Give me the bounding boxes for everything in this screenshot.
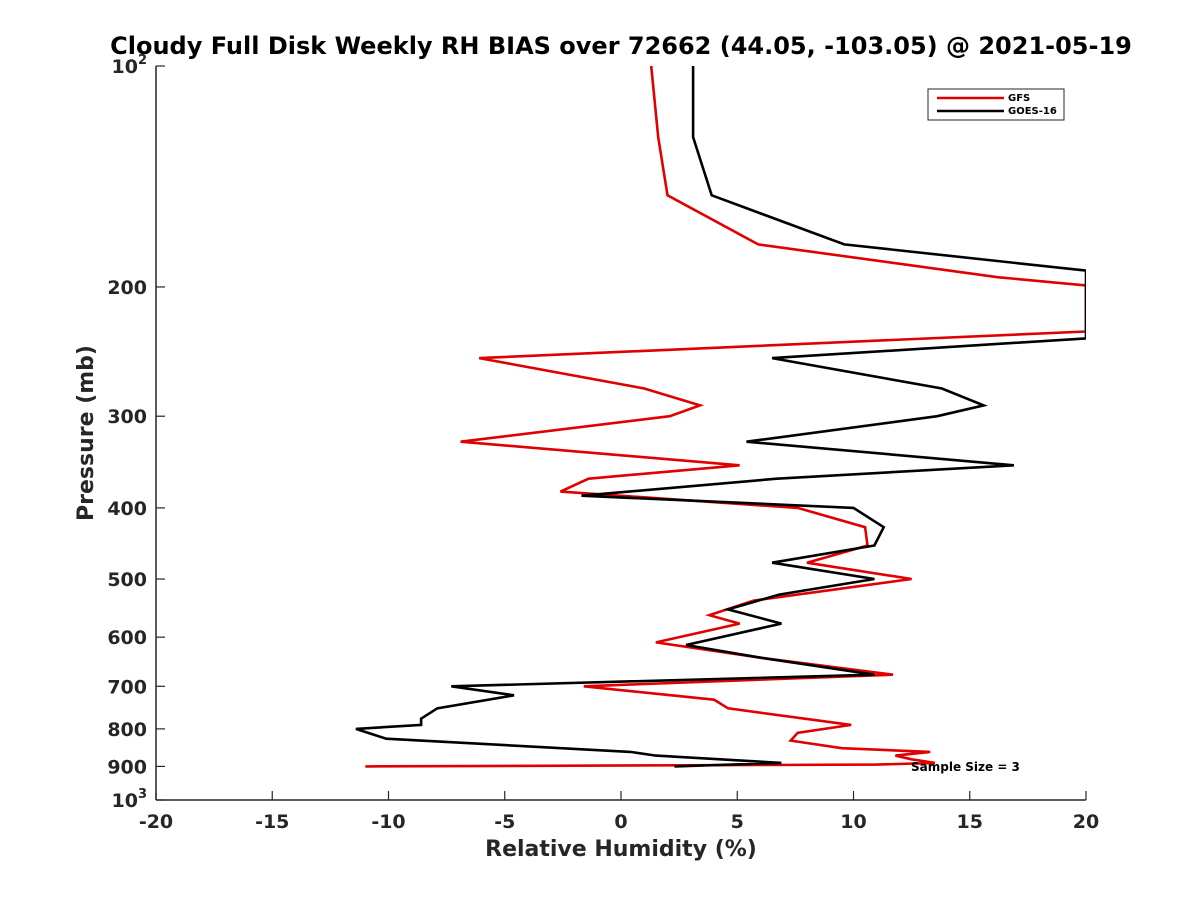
- series-line-goes16: [355, 66, 1086, 768]
- x-tick-label: 10: [840, 811, 866, 833]
- y-ticks: 102 200 300 400 500 600 700 800 900 103: [107, 53, 165, 812]
- y-tick-label: 103: [112, 787, 148, 812]
- x-tick-label: 20: [1073, 811, 1099, 833]
- x-tick-label: 0: [614, 811, 627, 833]
- y-tick-label: 400: [107, 498, 147, 520]
- x-axis-label: Relative Humidity (%): [485, 837, 757, 862]
- y-tick-label: 102: [112, 53, 148, 78]
- y-axis-label: Pressure (mb): [74, 345, 99, 521]
- x-tick-label: 5: [731, 811, 744, 833]
- legend-box: [927, 88, 1065, 121]
- y-tick-label: 600: [107, 627, 147, 649]
- x-tick-label: 15: [957, 811, 983, 833]
- y-tick-label: 300: [107, 406, 147, 428]
- x-tick-label: -15: [255, 811, 289, 833]
- x-ticks: -20 -15 -10 -5 0 5 10 15 20: [139, 791, 1099, 833]
- y-tick-label: 500: [107, 569, 147, 591]
- chart-title: Cloudy Full Disk Weekly RH BIAS over 726…: [110, 32, 1132, 60]
- x-tick-label: -10: [371, 811, 405, 833]
- legend: GFS GOES-16: [927, 88, 1065, 121]
- legend-label-goes16: GOES-16: [1008, 106, 1057, 117]
- series-layer: [355, 66, 1086, 768]
- y-tick-label: 700: [107, 676, 147, 698]
- x-tick-label: -20: [139, 811, 173, 833]
- legend-label-gfs: GFS: [1008, 93, 1030, 104]
- plot-area: -20 -15 -10 -5 0 5 10 15 20 102 200 300 400 500 600 70…: [107, 53, 1099, 833]
- y-tick-label: 900: [107, 756, 147, 778]
- y-tick-label: 800: [107, 719, 147, 741]
- x-tick-label: -5: [494, 811, 515, 833]
- y-tick-label: 200: [107, 277, 147, 299]
- sample-size-annotation: Sample Size = 3: [911, 760, 1020, 774]
- series-line-gfs: [365, 66, 1086, 768]
